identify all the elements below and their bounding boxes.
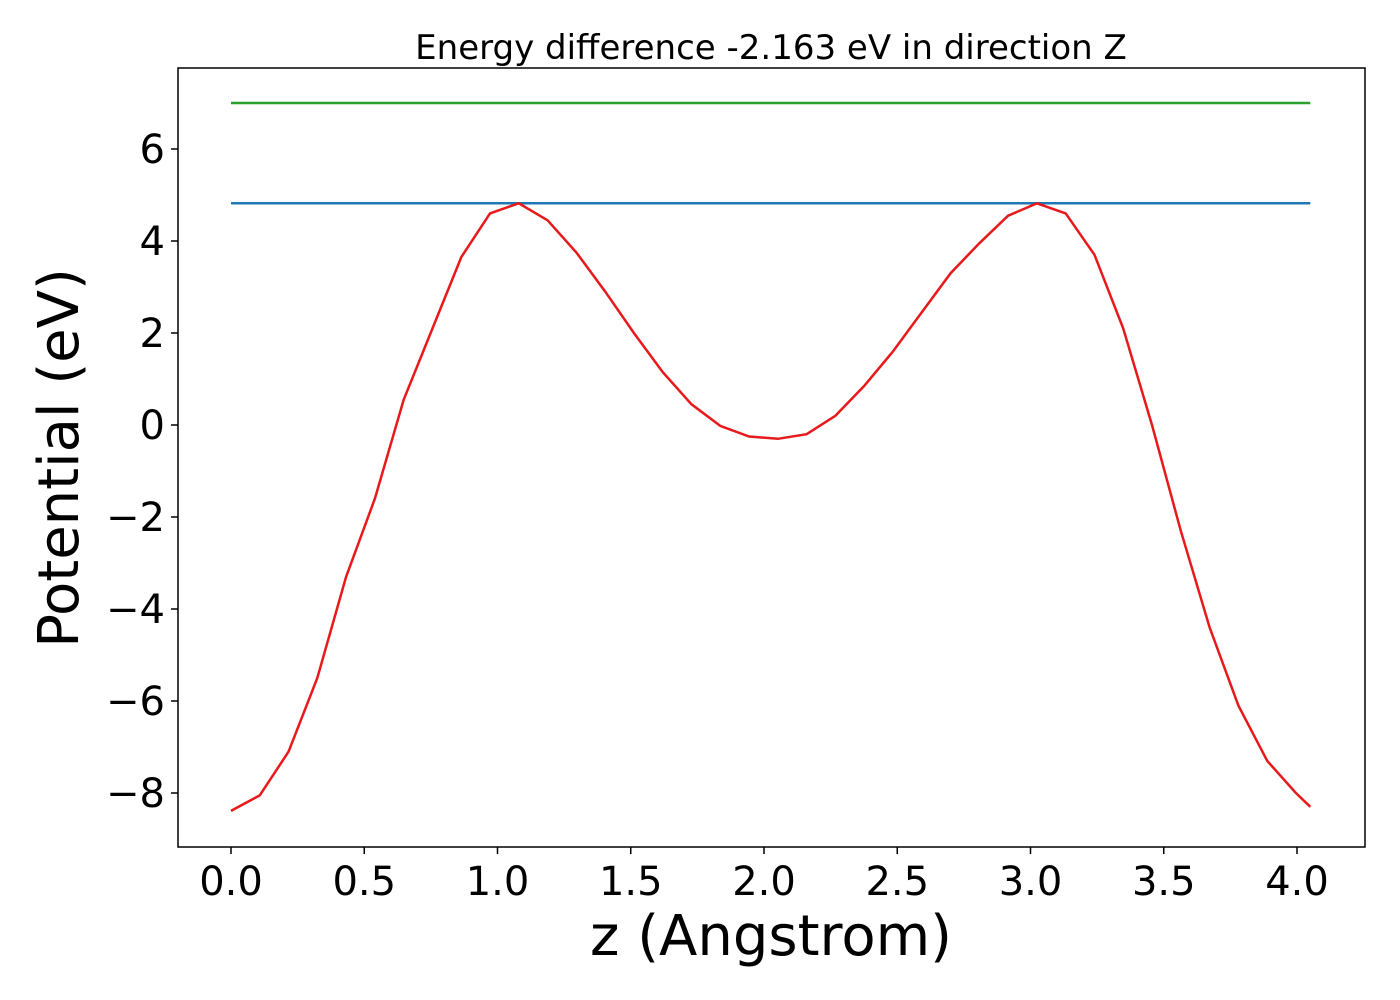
chart-title: Energy difference -2.163 eV in direction… <box>415 28 1127 68</box>
x-tick-label: 0.5 <box>332 859 396 905</box>
x-tick-label: 3.5 <box>1132 859 1196 905</box>
y-tick-label: −6 <box>106 679 165 725</box>
x-axis-label: z (Angstrom) <box>590 904 952 969</box>
plot-area <box>177 67 1366 848</box>
y-tick-label: 4 <box>140 219 165 265</box>
y-axis-label: Potential (eV) <box>27 268 92 648</box>
series-line-potential <box>230 201 1312 812</box>
x-tick-label: 1.0 <box>466 859 530 905</box>
y-tick-label: −2 <box>106 495 165 541</box>
y-tick-label: −8 <box>106 771 165 817</box>
y-tick-label: 0 <box>140 403 165 449</box>
x-tick-label: 1.5 <box>599 859 663 905</box>
y-tick-label: 2 <box>140 311 165 357</box>
x-tick-label: 4.0 <box>1265 859 1329 905</box>
x-tick-label: 3.0 <box>999 859 1063 905</box>
y-tick-label: −4 <box>106 587 165 633</box>
x-tick-label: 2.5 <box>865 859 929 905</box>
y-tick-label: 6 <box>140 127 165 173</box>
x-tick-label: 0.0 <box>199 859 263 905</box>
x-tick-label: 2.0 <box>732 859 796 905</box>
